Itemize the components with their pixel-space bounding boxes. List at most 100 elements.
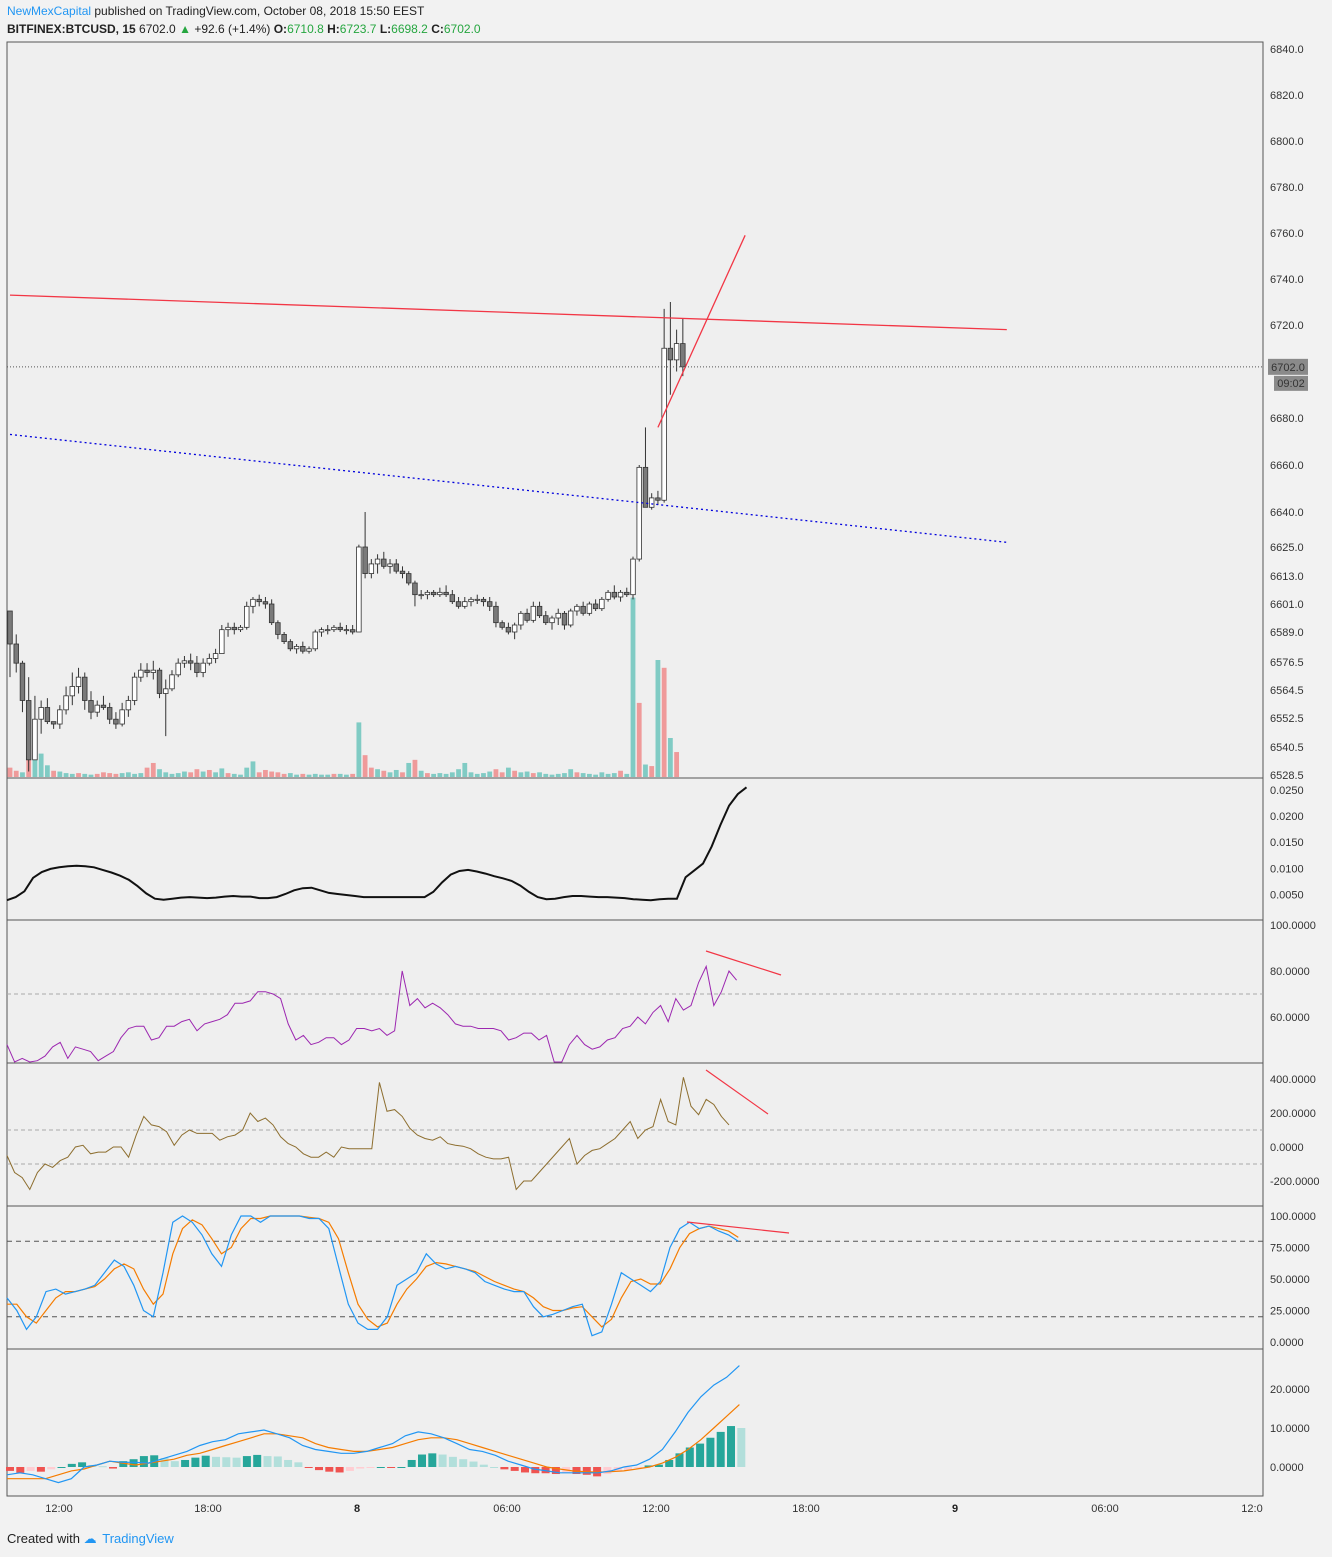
price-tick-label: 6740.0 <box>1270 274 1304 286</box>
volume-bar <box>69 773 75 777</box>
macd-histogram-bar <box>469 1461 478 1467</box>
macd-histogram-bar <box>263 1456 272 1467</box>
x-tick-label: 12:00 <box>642 1503 670 1515</box>
macd-histogram-bar <box>418 1454 426 1467</box>
candle <box>275 622 281 635</box>
candle <box>349 629 356 633</box>
macd-histogram-bar <box>706 1437 715 1467</box>
candle <box>362 546 368 574</box>
candle <box>231 626 237 631</box>
volume-bar <box>456 769 461 777</box>
x-tick-label: 12:0 <box>1241 1503 1262 1515</box>
candle <box>468 598 474 603</box>
candle <box>219 629 225 655</box>
macd-histogram-bar <box>644 1465 653 1467</box>
macd-histogram-bar <box>129 1459 138 1467</box>
macd-tick-label: 10.0000 <box>1270 1423 1310 1435</box>
macd-histogram-bar <box>407 1459 416 1467</box>
x-tick-label: 06:00 <box>1091 1503 1119 1515</box>
candle <box>449 594 456 603</box>
macd-histogram-bar <box>572 1467 581 1475</box>
volume-bar <box>543 773 549 777</box>
volume-bar <box>555 773 561 777</box>
candle <box>549 617 555 624</box>
candle <box>536 605 543 617</box>
candle <box>194 662 200 673</box>
cci-line <box>6 1077 730 1191</box>
macd-histogram-bar <box>376 1467 385 1468</box>
price-tick-label: 6540.5 <box>1270 742 1304 754</box>
candle <box>187 660 194 664</box>
publisher-link[interactable]: NewMexCapital <box>7 4 92 18</box>
macd-histogram-bar <box>16 1467 25 1473</box>
volume-bar <box>474 773 480 777</box>
high-label: H: <box>327 22 340 36</box>
tradingview-link[interactable]: TradingView <box>102 1531 174 1546</box>
volume-bar <box>163 772 169 777</box>
volume-bar <box>387 772 393 777</box>
macd-histogram-bar <box>500 1467 509 1470</box>
volume-bar <box>219 768 225 777</box>
stoch-tick-label: 0.0000 <box>1270 1337 1304 1349</box>
volume-bar <box>431 773 437 777</box>
close-label: C: <box>431 22 444 36</box>
volume-bar <box>568 769 574 777</box>
candle <box>88 700 94 713</box>
price-tick-label: 6780.0 <box>1270 182 1304 194</box>
volume-bar <box>238 774 243 777</box>
last-price-badge <box>1268 358 1308 375</box>
macd-histogram-bar <box>160 1458 169 1467</box>
candle <box>237 626 244 631</box>
volume-bar <box>661 667 667 777</box>
macd-histogram-bar <box>325 1467 334 1472</box>
macd-histogram-bar <box>737 1428 746 1467</box>
volume-bar <box>593 774 599 777</box>
support-line <box>9 433 1007 543</box>
candle <box>268 603 275 624</box>
candle <box>106 707 113 720</box>
candle <box>381 558 387 567</box>
candle <box>661 347 667 501</box>
candle <box>636 466 642 560</box>
candle <box>75 676 82 687</box>
macd-histogram-bar <box>479 1464 488 1467</box>
candle <box>462 601 468 607</box>
candle <box>25 700 32 761</box>
candle <box>667 347 674 361</box>
macd-histogram-bar <box>6 1467 14 1471</box>
candle <box>424 591 431 596</box>
rsi-tick-label: 80.0000 <box>1270 966 1310 978</box>
volume-bar <box>667 738 673 777</box>
published-text: published on TradingView.com, October 08… <box>94 4 425 18</box>
macd-signal-line <box>7 1404 740 1480</box>
low-label: L: <box>379 22 392 36</box>
stoch-tick-label: 100.0000 <box>1270 1211 1316 1223</box>
candle <box>94 704 100 713</box>
macd-histogram-bar <box>345 1467 354 1471</box>
volatility-tick-label: 0.0100 <box>1270 863 1304 875</box>
cci-divergence-line <box>705 1069 769 1115</box>
candle <box>555 612 561 619</box>
cci-tick-label: -200.0000 <box>1270 1176 1320 1188</box>
candle <box>82 676 88 701</box>
macd-histogram-bar <box>654 1464 663 1467</box>
macd-histogram-bar <box>665 1459 674 1467</box>
price-tick-label: 6800.0 <box>1270 136 1304 148</box>
last-price: 6702.0 <box>139 22 176 36</box>
volume-bar <box>188 772 194 777</box>
x-tick-label: 8 <box>354 1503 360 1515</box>
price-tick-label: 6720.0 <box>1270 320 1304 332</box>
volume-bar <box>125 772 131 777</box>
macd-histogram-bar <box>356 1467 365 1469</box>
macd-histogram-bar <box>109 1467 117 1469</box>
pane-3 <box>6 1062 1264 1207</box>
candle <box>524 612 530 621</box>
candle <box>617 591 624 598</box>
volume-bar <box>400 772 405 777</box>
macd-histogram-bar <box>551 1467 560 1475</box>
volume-bar <box>300 773 306 777</box>
candle <box>493 605 499 624</box>
cci-tick-label: 200.0000 <box>1270 1108 1316 1120</box>
candle <box>293 646 300 650</box>
